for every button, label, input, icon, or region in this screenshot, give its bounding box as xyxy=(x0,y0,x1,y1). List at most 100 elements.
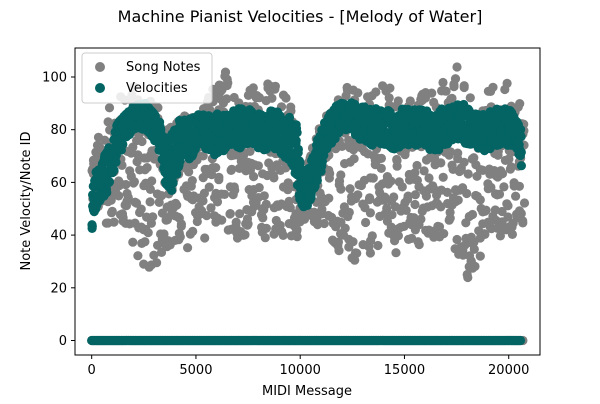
legend-box xyxy=(81,52,213,104)
x-tick-label: 0 xyxy=(88,363,96,378)
song-note-point xyxy=(143,228,153,238)
song-note-point xyxy=(172,200,182,210)
song-note-point xyxy=(365,208,375,218)
song-note-point xyxy=(410,199,420,210)
velocity-point xyxy=(312,176,322,186)
song-note-point xyxy=(345,184,355,194)
song-note-point xyxy=(334,246,344,256)
y-tick-label: 0 xyxy=(59,334,67,349)
song-note-point xyxy=(367,231,377,241)
velocity-point xyxy=(102,188,112,198)
song-note-point xyxy=(198,196,208,206)
song-note-point xyxy=(488,82,498,92)
song-note-point xyxy=(416,214,426,224)
song-note-point xyxy=(348,237,358,247)
song-note-point xyxy=(420,93,431,103)
song-note-point xyxy=(223,78,233,88)
song-note-point xyxy=(516,208,526,219)
song-note-point xyxy=(421,191,431,201)
song-note-point xyxy=(136,204,146,214)
song-note-point xyxy=(502,78,512,88)
y-tick-label: 100 xyxy=(42,70,67,85)
song-note-point xyxy=(107,206,117,216)
song-note-point xyxy=(495,231,505,241)
song-note-point xyxy=(267,93,277,103)
song-note-point xyxy=(393,231,403,241)
song-note-point xyxy=(409,213,419,223)
song-note-point xyxy=(470,261,480,271)
song-note-point xyxy=(140,237,150,247)
song-note-point xyxy=(459,82,469,93)
song-note-point xyxy=(441,86,451,96)
song-note-point xyxy=(475,195,485,205)
song-note-point xyxy=(452,234,462,245)
song-note-point xyxy=(227,164,237,174)
song-note-point xyxy=(503,212,513,222)
velocity-point xyxy=(292,128,302,138)
song-note-point xyxy=(145,184,155,194)
song-note-point xyxy=(340,223,350,233)
song-note-point xyxy=(434,222,445,232)
song-note-point xyxy=(220,189,230,199)
velocity-point xyxy=(104,177,115,187)
song-note-point xyxy=(453,148,463,158)
velocity-point xyxy=(118,139,128,149)
song-note-point xyxy=(384,93,394,103)
song-note-point xyxy=(184,167,194,177)
song-note-point xyxy=(188,226,198,236)
ticks-layer: 0 5000 10000 15000 20000 0 20 40 60 80 100 xyxy=(42,70,529,378)
legend-marker-song-notes xyxy=(95,62,105,72)
song-note-point xyxy=(353,190,363,200)
song-note-point xyxy=(132,157,142,167)
velocity-point xyxy=(109,165,119,175)
song-note-point xyxy=(235,209,245,219)
song-note-point xyxy=(410,168,420,178)
song-note-point xyxy=(259,191,269,201)
song-note-point xyxy=(176,221,186,231)
legend-marker-velocities xyxy=(95,83,105,93)
song-note-point xyxy=(104,103,115,113)
song-note-point xyxy=(207,170,217,180)
song-note-point xyxy=(365,248,375,258)
song-note-point xyxy=(240,230,250,240)
song-note-point xyxy=(187,176,197,186)
x-axis-label: MIDI Message xyxy=(262,384,352,399)
song-note-point xyxy=(368,173,378,183)
song-note-point xyxy=(200,233,210,243)
song-note-point xyxy=(463,169,473,179)
song-note-point xyxy=(364,195,374,205)
velocity-point xyxy=(291,136,301,146)
song-note-point xyxy=(467,209,478,220)
x-tick-label: 10000 xyxy=(280,363,321,378)
song-note-point xyxy=(133,251,143,261)
song-note-point xyxy=(403,194,413,204)
song-note-point xyxy=(503,201,513,211)
song-note-point xyxy=(373,240,383,251)
song-note-point xyxy=(518,218,528,228)
song-note-point xyxy=(156,247,167,257)
song-note-point xyxy=(504,154,514,164)
chart-title: Machine Pianist Velocities - [Melody of … xyxy=(118,7,483,26)
song-note-point xyxy=(412,160,422,171)
velocity-point xyxy=(516,147,526,157)
velocity-point xyxy=(291,120,301,130)
velocity-point xyxy=(167,185,177,195)
song-note-point xyxy=(350,255,360,265)
song-note-point xyxy=(270,84,280,94)
song-note-point xyxy=(192,216,202,227)
legend: Song Notes Velocities xyxy=(81,52,213,104)
song-note-point xyxy=(392,154,402,165)
song-note-point xyxy=(202,211,212,221)
song-note-point xyxy=(147,176,157,186)
song-note-point xyxy=(222,94,232,104)
velocity-point xyxy=(516,161,527,171)
song-note-point xyxy=(376,163,386,173)
song-note-point xyxy=(414,240,424,250)
song-note-point xyxy=(393,96,403,106)
song-note-point xyxy=(204,182,214,192)
song-note-point xyxy=(519,198,530,208)
song-note-point xyxy=(281,93,291,103)
song-note-point xyxy=(261,223,271,233)
song-note-point xyxy=(269,173,279,183)
